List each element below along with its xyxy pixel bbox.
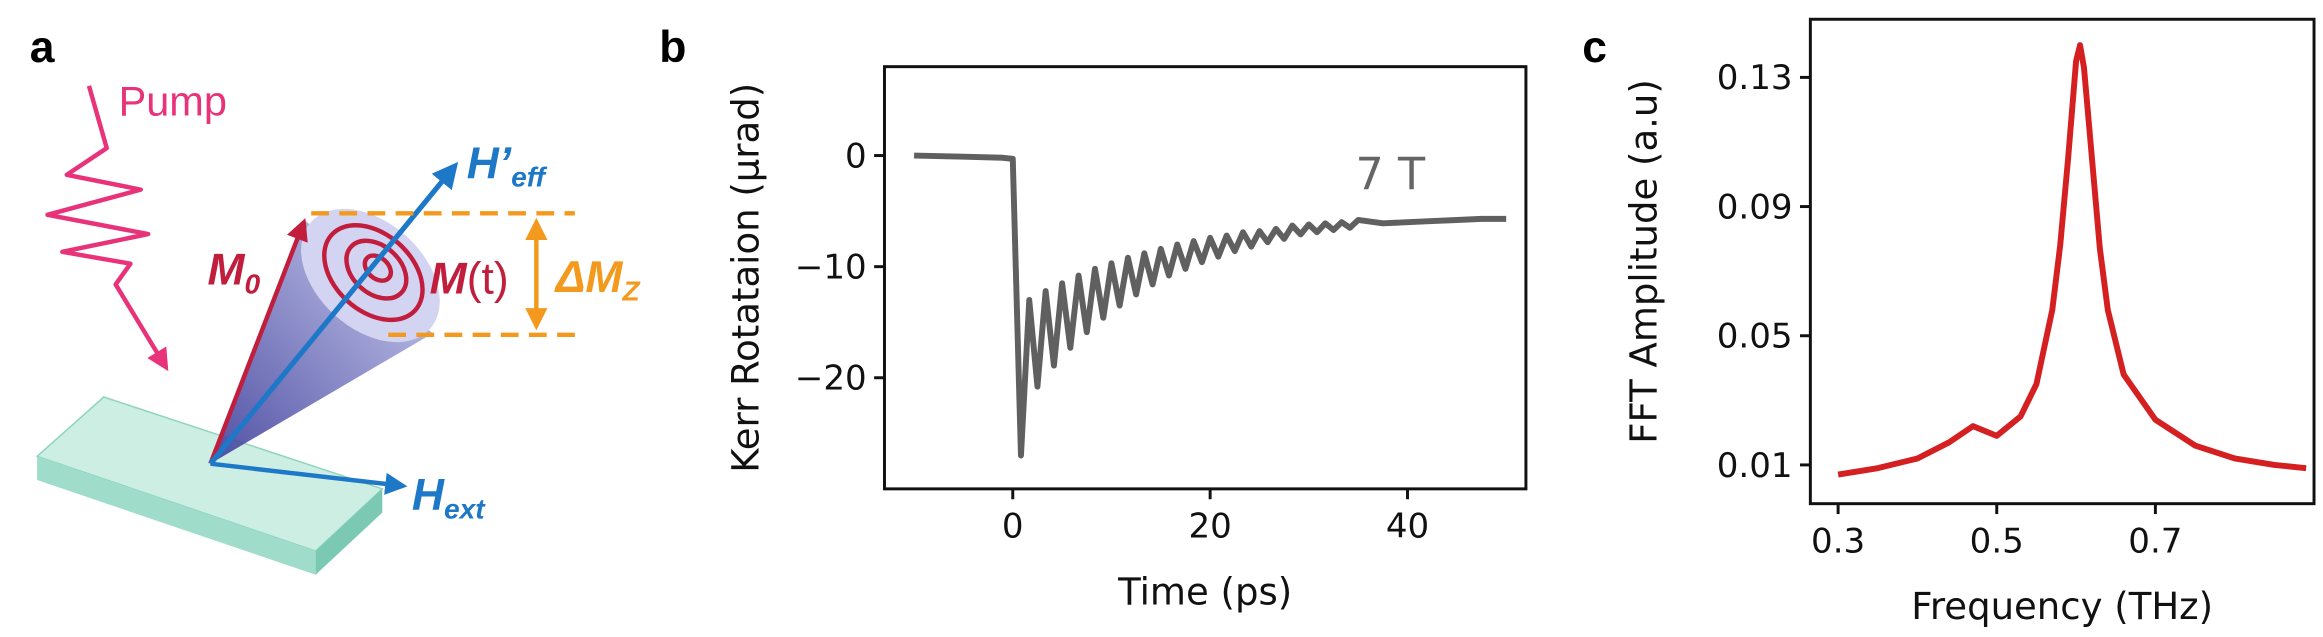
x-tick-label: 0.5 xyxy=(1970,522,2024,562)
dashed-levels xyxy=(311,211,575,338)
x-tick-label: 0.7 xyxy=(2128,522,2182,562)
slab-front xyxy=(37,456,316,575)
x-tick-label: 40 xyxy=(1386,507,1429,547)
x-axis-label: Time (ps) xyxy=(1117,570,1292,613)
m0-label: M0 xyxy=(207,245,260,299)
heff-label: H’eff xyxy=(467,139,548,193)
precession-rings xyxy=(322,223,425,323)
y-axis-label: Kerr Rotataion (μrad) xyxy=(725,83,768,473)
x-axis-label: Frequency (THz) xyxy=(1911,585,2213,628)
y-tick-label: 0.01 xyxy=(1717,446,1793,486)
plot-frame xyxy=(882,65,1528,491)
pump-label: Pump xyxy=(119,78,227,125)
y-tick-label: −10 xyxy=(795,248,867,288)
heff-arrow xyxy=(208,161,459,466)
y-tick-label: 0 xyxy=(845,136,867,176)
data-line xyxy=(914,152,1507,459)
annotation: 7 T xyxy=(1356,150,1426,201)
panel-letter: c xyxy=(1582,23,1607,72)
x-tick-label: 20 xyxy=(1188,507,1231,547)
y-tick-label: −20 xyxy=(795,359,867,399)
plot-frame xyxy=(1808,17,2316,506)
pump-wave xyxy=(45,85,169,372)
x-tick-label: 0 xyxy=(1002,507,1024,547)
y-tick-label: 0.13 xyxy=(1717,58,1793,98)
y-tick-label: 0.09 xyxy=(1717,187,1793,227)
panel-letter: a xyxy=(30,23,55,72)
hext-label: Hext xyxy=(412,471,486,525)
y-axis-label: FFT Amplitude (a.u) xyxy=(1622,79,1665,444)
diagram: Pump H’eff M0 M(t) ΔMZ Hext xyxy=(35,78,642,575)
mt-label: M(t) xyxy=(430,254,509,303)
hext-arrow xyxy=(210,461,408,495)
slab-side xyxy=(315,488,383,575)
y-tick-label: 0.05 xyxy=(1717,317,1793,357)
panel-letter: b xyxy=(659,23,686,72)
cone xyxy=(210,219,433,464)
delta-mz-label: ΔMZ xyxy=(554,253,642,307)
x-tick-label: 0.3 xyxy=(1811,522,1865,562)
data-line xyxy=(1837,42,2307,478)
m0-arrow xyxy=(208,218,308,465)
